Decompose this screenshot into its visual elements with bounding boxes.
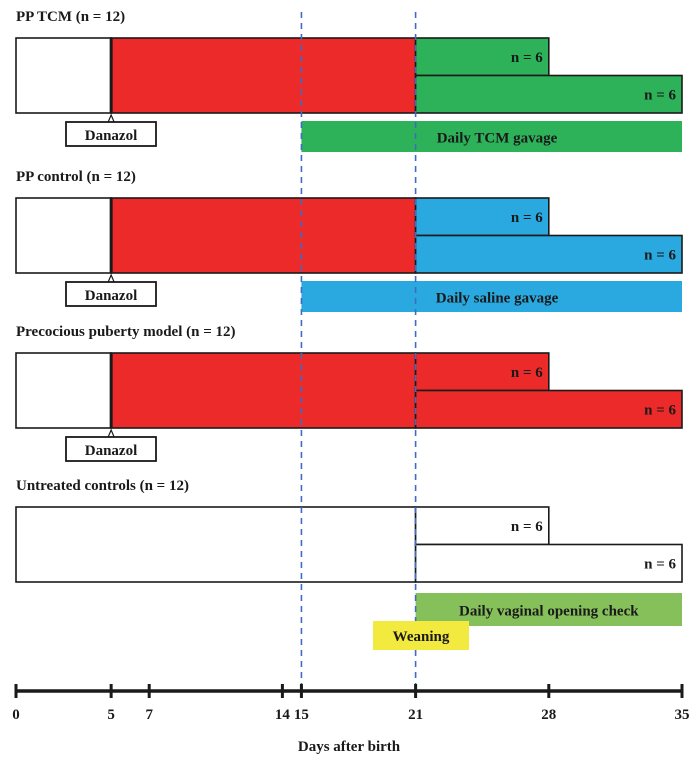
- group-1-treatment-band: [301, 281, 682, 312]
- group-3-treatment-band: [415, 593, 682, 626]
- group-1-subgroup-label-0: n = 6: [511, 210, 543, 226]
- group-0-induction-bar: [110, 37, 417, 114]
- weaning-box: [373, 621, 469, 650]
- group-2-pre-period-bar: [15, 352, 112, 429]
- group-0-danazol-box: [65, 121, 157, 147]
- group-0-subgroup-bar-1: [414, 74, 683, 114]
- axis-tick-label-28: 28: [541, 707, 556, 723]
- group-0-treatment-band: [301, 121, 682, 152]
- group-1-subgroup-bar-1: [414, 234, 683, 274]
- group-0-pre-period-bar: [15, 37, 112, 114]
- axis-tick-label-14: 14: [275, 707, 291, 723]
- group-1-danazol-box: [65, 281, 157, 307]
- group-2-subgroup-label-1: n = 6: [644, 403, 676, 419]
- group-1-pre-period-bar: [15, 197, 112, 274]
- group-1-danazol-arrow-icon: [107, 273, 116, 283]
- group-2-danazol-arrow-icon: [107, 428, 116, 438]
- axis-title: Days after birth: [298, 739, 401, 755]
- axis-tick-label-35: 35: [675, 707, 690, 723]
- group-1-label: PP control (n = 12): [16, 169, 136, 185]
- group-0-subgroup-label-1: n = 6: [644, 88, 676, 104]
- group-0-danazol-arrow-icon: [107, 113, 116, 123]
- group-3-pre-period-bar: [15, 506, 417, 583]
- group-3-subgroup-label-0: n = 6: [511, 519, 543, 535]
- group-1-subgroup-label-1: n = 6: [644, 248, 676, 264]
- group-3-subgroup-bar-1: [414, 543, 683, 583]
- group-2-induction-bar: [110, 352, 417, 429]
- group-0-label: PP TCM (n = 12): [16, 9, 125, 25]
- group-2-danazol-label: Danazol: [85, 443, 138, 459]
- group-3-label: Untreated controls (n = 12): [16, 478, 189, 494]
- group-3-treatment-label: Daily vaginal opening check: [459, 604, 639, 620]
- axis-tick-label-7: 7: [145, 707, 153, 723]
- group-0-danazol-label: Danazol: [85, 128, 138, 144]
- group-2-label: Precocious puberty model (n = 12): [16, 324, 236, 340]
- group-3-subgroup-label-1: n = 6: [644, 557, 676, 573]
- group-0-treatment-label: Daily TCM gavage: [437, 131, 558, 147]
- group-2-subgroup-bar-1: [414, 389, 683, 429]
- axis-tick-label-0: 0: [12, 707, 20, 723]
- group-1-treatment-label: Daily saline gavage: [436, 291, 559, 307]
- weaning-label: Weaning: [393, 629, 450, 645]
- group-2-subgroup-label-0: n = 6: [511, 365, 543, 381]
- axis-tick-label-21: 21: [408, 707, 423, 723]
- group-1-induction-bar: [110, 197, 417, 274]
- group-0-subgroup-label-0: n = 6: [511, 50, 543, 66]
- axis-tick-label-5: 5: [107, 707, 115, 723]
- group-1-danazol-label: Danazol: [85, 288, 138, 304]
- group-3-subgroup-bar-0: [414, 506, 550, 546]
- group-1-subgroup-bar-0: [414, 197, 550, 237]
- axis-tick-label-15: 15: [294, 707, 309, 723]
- group-2-danazol-box: [65, 436, 157, 462]
